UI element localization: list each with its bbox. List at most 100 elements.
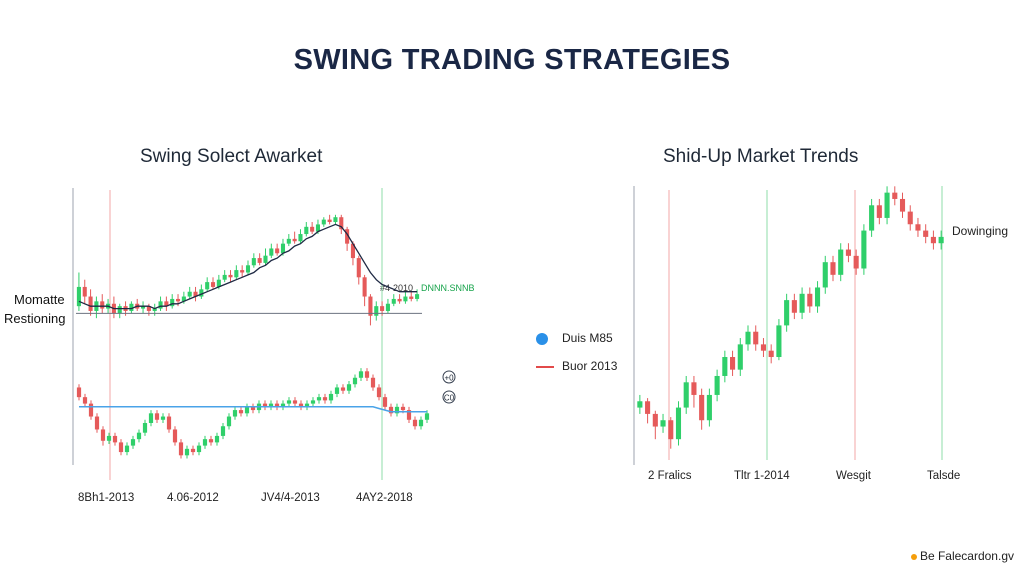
left-lower-candle [334,387,340,394]
left-lower-candle [400,406,406,411]
left-upper-candle [251,258,256,266]
left-upper-candle [199,289,204,297]
orange-dot-icon [910,553,917,560]
red-line-icon [536,365,554,368]
left-upper-candle [263,255,268,263]
left-lower-candle [208,439,214,443]
left-lower-candle [232,410,238,417]
left-upper-candle [397,298,402,302]
footer-text: Be Falecardon.gv [919,549,1014,563]
right-candle [861,230,867,269]
right-candle [784,300,790,326]
left-upper-candle [310,226,315,232]
left-lower-candle [118,442,124,453]
right-candle [652,413,658,427]
x-tick-left-2: 4.06-2012 [167,492,219,504]
right-candle [753,331,759,345]
right-candle [730,357,736,370]
left-upper-candle [129,303,134,311]
left-lower-candle [370,377,376,388]
right-candle [714,375,720,395]
small-icon-label: +0 [444,374,454,383]
left-lower-candle [376,387,382,398]
right-candle [907,211,913,225]
left-lower-candle [346,384,352,391]
right-candle [892,192,898,199]
right-candle [668,420,674,440]
left-lower-candle [112,435,118,443]
left-lower-candle [190,448,196,453]
chart-title: SWING TRADING STRATEGIES [293,44,731,76]
left-lower-candle [394,406,400,414]
left-upper-candle [228,274,233,278]
left-upper-candle [205,282,210,290]
left-upper-candle [152,308,157,311]
right-candle [830,262,836,275]
left-upper-candle [269,248,274,256]
left-lower-candle [358,371,364,378]
right-candle [923,230,929,237]
left-lower-candle [268,403,274,407]
left-upper-candle [298,234,303,242]
left-lower-candle [352,377,358,385]
left-lower-candle [316,397,322,401]
left-lower-candle [184,448,190,456]
left-lower-candle [82,397,88,404]
right-candle [884,192,890,218]
left-upper-candle [275,248,280,254]
footer-credit: Be Falecardon.gv [910,549,1014,563]
right-candle [938,236,944,244]
small-circle-icon [442,390,456,404]
left-upper-candle [216,279,221,287]
left-lower-candle [154,413,160,420]
right-candle [930,236,936,244]
right-candle [869,205,875,231]
left-lower-candle [304,403,310,407]
left-lower-candle [328,393,334,401]
left-lower-ma-line [79,406,427,413]
left-lower-candle [178,442,184,456]
left-lower-candle [250,406,256,411]
left-lower-candle [88,403,94,417]
small-icon-label: C0 [444,394,455,403]
right-candle [699,394,705,421]
left-upper-candle [409,296,414,299]
annotation-right: Dowinging [952,224,1009,238]
right-candle [691,382,697,395]
left-lower-candle [424,413,430,420]
right-candle [660,420,666,427]
right-candle [791,300,797,313]
right-candle [814,287,821,307]
left-upper-candle [368,296,373,316]
left-lower-candle [166,416,172,430]
left-lower-candle [244,406,250,414]
left-lower-candle [160,416,166,420]
left-upper-ma-line [78,223,418,310]
left-upper-candle [415,294,420,299]
left-upper-candle [181,296,186,302]
x-tick-left-3: JV4/4-2013 [261,492,320,504]
left-lower-candle [292,400,298,404]
left-lower-candle [94,416,100,430]
left-upper-candle [350,243,355,259]
left-upper-candle [280,243,286,254]
left-lower-candle [274,403,280,407]
left-upper-candle [327,219,332,223]
left-upper-candle [234,270,239,278]
left-upper-candle [245,265,251,273]
right-candle [899,198,906,212]
left-upper-candle [374,306,379,316]
left-lower-candle [364,371,370,378]
left-upper-candle [210,282,216,287]
x-tick-right-2: Tltr 1-2014 [734,470,790,482]
x-tick-left-4: 4AY2-2018 [356,492,413,504]
left-lower-candle [202,439,208,446]
left-upper-candle [117,306,122,314]
left-upper-candle [175,298,181,302]
right-candle [822,262,828,288]
side-label-bottom: Restioning [4,311,66,326]
left-lower-candle [418,419,424,427]
small-circle-icon [442,370,456,384]
annotation-left-a: #4-2010 [380,283,414,293]
right-candle [745,331,751,345]
